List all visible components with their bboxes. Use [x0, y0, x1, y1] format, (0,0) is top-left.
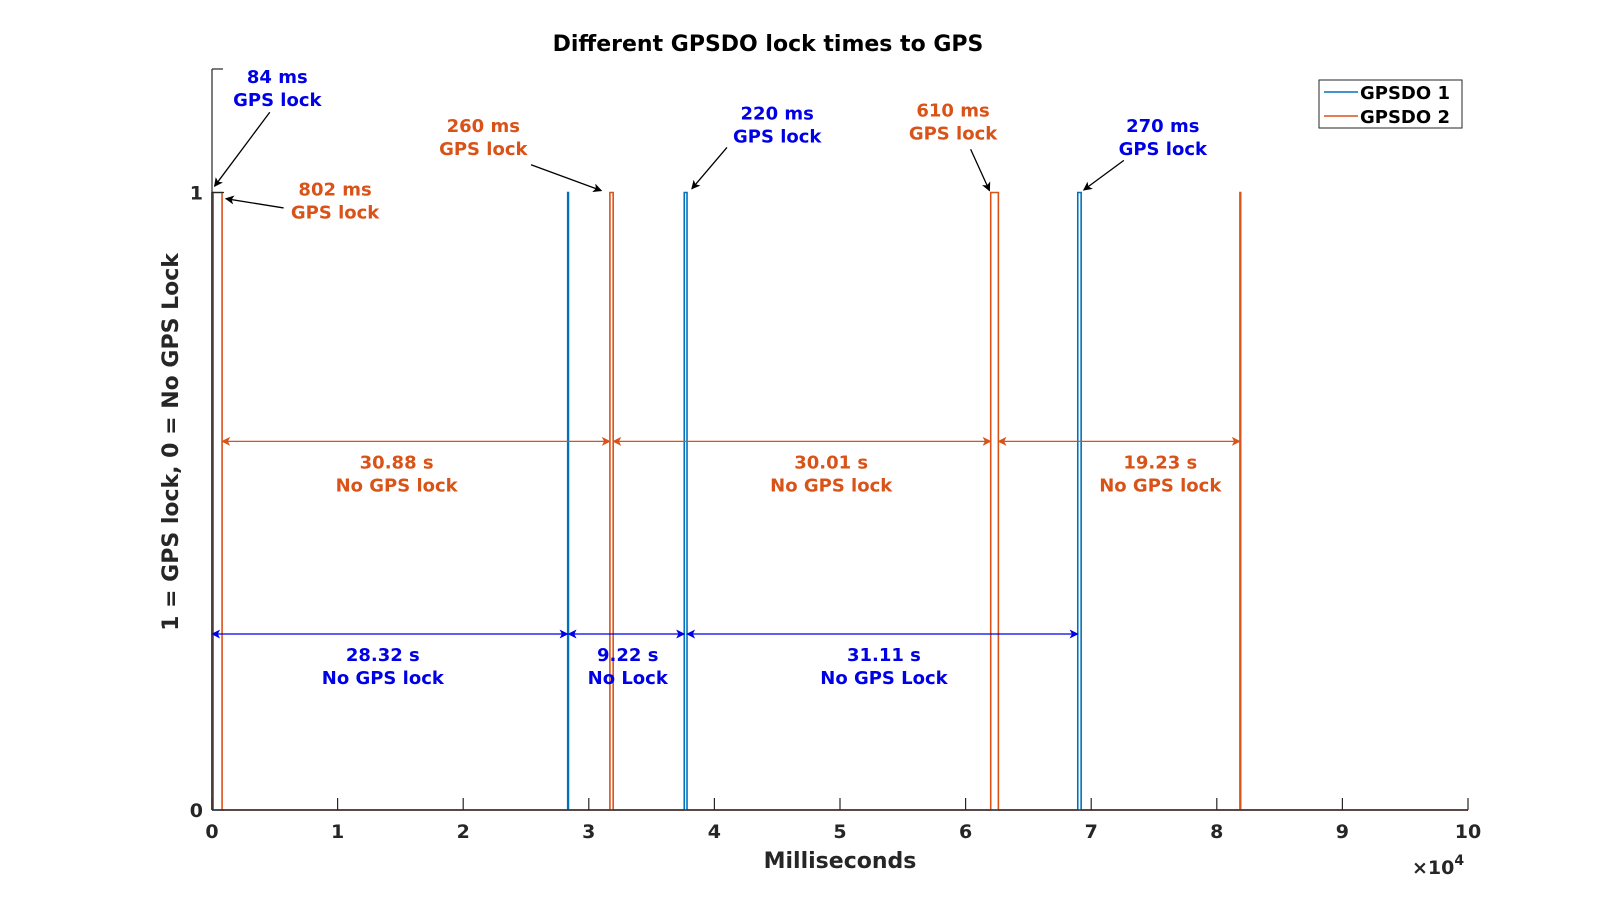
span-label: No GPS Lock — [820, 668, 948, 689]
annotation-label: GPS lock — [291, 203, 380, 224]
annotation-label: 802 ms — [298, 180, 371, 201]
annotation-arrow — [691, 147, 728, 190]
x-tick-label: 8 — [1210, 821, 1223, 843]
annotation-label: GPS lock — [733, 127, 822, 148]
x-tick-label: 3 — [582, 821, 595, 843]
span-label: No GPS lock — [336, 475, 459, 496]
annotation-arrow — [1082, 159, 1125, 191]
span-label: 28.32 s — [346, 645, 420, 666]
x-tick-label: 7 — [1085, 821, 1098, 843]
x-tick-label: 1 — [331, 821, 344, 843]
span-label: 9.22 s — [597, 645, 658, 666]
annotation-label: GPS lock — [233, 90, 322, 111]
annotation-label: 260 ms — [447, 116, 520, 137]
annotation-label: 610 ms — [916, 101, 989, 122]
annotation-arrow — [213, 111, 271, 188]
x-tick-label: 2 — [457, 821, 470, 843]
annotation-label: GPS lock — [909, 124, 998, 145]
y-tick-label: 0 — [190, 800, 203, 822]
x-tick-label: 4 — [708, 821, 721, 843]
gap-span: 19.23 sNo GPS lock — [997, 436, 1241, 496]
annotation-label: 220 ms — [741, 104, 814, 125]
gap-span: 31.11 sNo GPS Lock — [686, 629, 1079, 689]
span-label: No Lock — [588, 668, 669, 689]
annotation-arrow — [530, 164, 603, 193]
annotation-label: 84 ms — [247, 67, 308, 88]
series-line-gpsdo-1 — [211, 191, 1468, 811]
annotation-arrow — [224, 195, 284, 209]
span-label: No GPS lock — [322, 668, 445, 689]
annotation-label: 270 ms — [1126, 116, 1199, 137]
gap-span: 30.88 sNo GPS lock — [221, 436, 611, 496]
x-tick-label: 9 — [1336, 821, 1349, 843]
plot-area — [211, 191, 1468, 811]
gap-span: 28.32 sNo GPS lock — [211, 629, 569, 689]
span-label: 31.11 s — [847, 645, 921, 666]
chart-title: Different GPSDO lock times to GPS — [553, 32, 984, 57]
series-line-gpsdo-2 — [211, 191, 1468, 811]
legend: GPSDO 1 GPSDO 2 — [1318, 79, 1463, 129]
span-label: No GPS lock — [1099, 475, 1222, 496]
x-axis-exponent: ×104 — [1412, 853, 1464, 879]
annotation-arrow — [970, 149, 991, 192]
span-label: 19.23 s — [1123, 452, 1197, 473]
legend-box — [1318, 79, 1463, 129]
y-tick-label: 1 — [190, 183, 203, 205]
annotation-label: GPS lock — [1119, 139, 1208, 160]
gap-span: 30.01 sNo GPS lock — [612, 436, 992, 496]
span-label: 30.88 s — [360, 452, 434, 473]
legend-entry: GPSDO 1 — [1360, 83, 1450, 104]
span-label: 30.01 s — [794, 452, 868, 473]
y-axis-title: 1 = GPS lock, 0 = No GPS Lock — [159, 252, 184, 631]
x-exponent-base: ×10 — [1412, 857, 1454, 879]
x-axis-title: Milliseconds — [764, 849, 917, 874]
x-exponent-power: 4 — [1454, 853, 1464, 869]
x-tick-label: 6 — [959, 821, 972, 843]
x-tick-label: 0 — [205, 821, 218, 843]
legend-entry: GPSDO 2 — [1360, 107, 1450, 128]
annotation-label: GPS lock — [439, 139, 528, 160]
x-tick-label: 10 — [1455, 821, 1481, 843]
x-tick-label: 5 — [833, 821, 846, 843]
axes: 0 1 2 3 4 5 6 7 8 9 10 0 1 — [190, 68, 1481, 843]
span-label: No GPS lock — [770, 475, 893, 496]
gap-span: 9.22 sNo Lock — [567, 629, 686, 689]
